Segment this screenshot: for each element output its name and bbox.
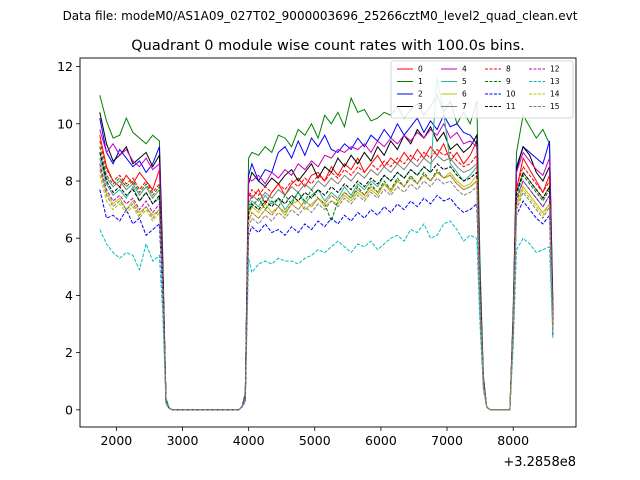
y-tick-label: 2 bbox=[65, 345, 73, 360]
figure-suptitle: Data file: modeM0/AS1A09_027T02_90000036… bbox=[63, 9, 578, 23]
x-tick-label: 6000 bbox=[365, 433, 397, 448]
x-tick-label: 8000 bbox=[497, 433, 529, 448]
legend-label-10: 10 bbox=[506, 90, 516, 99]
plot-area bbox=[79, 57, 577, 428]
x-tick-label: 2000 bbox=[100, 433, 132, 448]
legend-label-12: 12 bbox=[550, 65, 560, 74]
chart-title: Quadrant 0 module wise count rates with … bbox=[131, 38, 525, 54]
x-offset-label: +3.2858e8 bbox=[503, 455, 576, 470]
legend-label-13: 13 bbox=[550, 77, 560, 86]
x-tick-label: 4000 bbox=[233, 433, 265, 448]
legend-label-15: 15 bbox=[550, 102, 560, 111]
x-axis: 2000 3000 4000 5000 6000 7000 8000 bbox=[100, 427, 529, 448]
y-tick-label: 10 bbox=[57, 116, 73, 131]
plot-frame bbox=[79, 57, 577, 428]
legend-label-11: 11 bbox=[506, 102, 516, 111]
legend-label-8: 8 bbox=[506, 65, 511, 74]
legend-label-14: 14 bbox=[550, 90, 560, 99]
y-axis: 0 2 4 6 8 10 12 bbox=[57, 59, 80, 417]
x-tick-label: 3000 bbox=[167, 433, 199, 448]
y-tick-label: 8 bbox=[65, 174, 73, 189]
legend-label-1: 1 bbox=[418, 77, 423, 86]
y-tick-label: 12 bbox=[57, 59, 73, 74]
legend-label-5: 5 bbox=[462, 77, 467, 86]
y-tick-label: 6 bbox=[65, 231, 73, 246]
legend-label-6: 6 bbox=[462, 90, 467, 99]
x-tick-label: 5000 bbox=[299, 433, 331, 448]
series-layer bbox=[99, 77, 554, 411]
y-tick-label: 4 bbox=[65, 288, 73, 303]
x-tick-label: 7000 bbox=[431, 433, 463, 448]
legend-label-9: 9 bbox=[506, 77, 511, 86]
legend-label-0: 0 bbox=[418, 65, 423, 74]
legend-label-3: 3 bbox=[418, 102, 423, 111]
y-tick-label: 0 bbox=[65, 402, 73, 417]
legend-label-4: 4 bbox=[462, 65, 467, 74]
legend-label-7: 7 bbox=[462, 102, 467, 111]
legend-box bbox=[390, 60, 574, 119]
legend-label-2: 2 bbox=[418, 90, 423, 99]
series-line-15 bbox=[99, 169, 554, 411]
